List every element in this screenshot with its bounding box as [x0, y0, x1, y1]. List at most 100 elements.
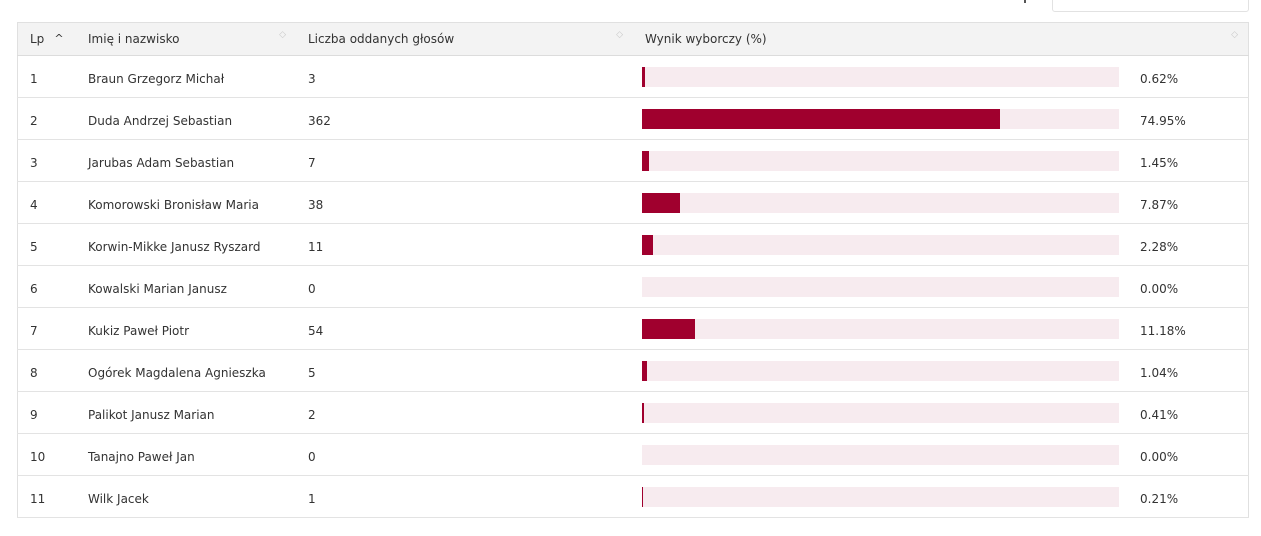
- cell-votes: 5: [296, 349, 633, 392]
- header-label: Liczba oddanych głosów: [308, 32, 455, 46]
- table-row: 11 Wilk Jacek 1 0.21%: [17, 475, 1249, 518]
- result-percent: 2.28%: [1140, 239, 1179, 254]
- cell-result: 0.21%: [633, 475, 1249, 518]
- column-header-result[interactable]: Wynik wyborczy (%) ◇: [633, 22, 1249, 56]
- cell-result: 0.62%: [633, 55, 1249, 98]
- table-row: 10 Tanajno Paweł Jan 0 0.00%: [17, 433, 1249, 476]
- cell-votes: 362: [296, 97, 633, 140]
- result-bar-track: [642, 150, 1119, 171]
- result-bar-track: [642, 318, 1119, 339]
- cell-name: Kukiz Paweł Piotr: [76, 307, 296, 350]
- cell-votes: 1: [296, 475, 633, 518]
- result-percent: 1.04%: [1140, 365, 1179, 380]
- table-row: 9 Palikot Janusz Marian 2 0.41%: [17, 391, 1249, 434]
- cell-result: 2.28%: [633, 223, 1249, 266]
- cell-lp: 7: [17, 307, 76, 350]
- table-row: 6 Kowalski Marian Janusz 0 0.00%: [17, 265, 1249, 308]
- cell-name: Wilk Jacek: [76, 475, 296, 518]
- result-bar-fill: [642, 402, 644, 423]
- result-bar-track: [642, 66, 1119, 87]
- result-bar-fill: [642, 66, 645, 87]
- sort-icon[interactable]: ◇: [279, 30, 286, 40]
- table-header-row: Lp ^ Imię i nazwisko ◇ Liczba oddanych gło…: [17, 22, 1249, 56]
- result-percent: 11.18%: [1140, 323, 1186, 338]
- column-header-name[interactable]: Imię i nazwisko ◇: [76, 22, 296, 56]
- result-bar-fill: [642, 486, 643, 507]
- result-bar-track: [642, 192, 1119, 213]
- result-bar-fill: [642, 360, 647, 381]
- cell-votes: 0: [296, 433, 633, 476]
- result-bar-track: [642, 486, 1119, 507]
- cell-name: Palikot Janusz Marian: [76, 391, 296, 434]
- cell-lp: 6: [17, 265, 76, 308]
- results-table: Lp ^ Imię i nazwisko ◇ Liczba oddanych gło…: [17, 22, 1249, 518]
- cell-lp: 4: [17, 181, 76, 224]
- table-row: 7 Kukiz Paweł Piotr 54 11.18%: [17, 307, 1249, 350]
- cell-lp: 3: [17, 139, 76, 182]
- cell-votes: 7: [296, 139, 633, 182]
- table-row: 2 Duda Andrzej Sebastian 362 74.95%: [17, 97, 1249, 140]
- cell-votes: 54: [296, 307, 633, 350]
- column-header-lp[interactable]: Lp ^: [17, 22, 76, 56]
- cell-result: 74.95%: [633, 97, 1249, 140]
- result-percent: 1.45%: [1140, 155, 1179, 170]
- result-bar-fill: [642, 108, 1000, 129]
- header-label: Imię i nazwisko: [88, 32, 180, 46]
- cell-name: Braun Grzegorz Michał: [76, 55, 296, 98]
- table-row: 1 Braun Grzegorz Michał 3 0.62%: [17, 55, 1249, 98]
- table-row: 3 Jarubas Adam Sebastian 7 1.45%: [17, 139, 1249, 182]
- result-bar-track: [642, 360, 1119, 381]
- cell-lp: 11: [17, 475, 76, 518]
- result-bar-track: [642, 444, 1119, 465]
- result-percent: 74.95%: [1140, 113, 1186, 128]
- cell-name: Kowalski Marian Janusz: [76, 265, 296, 308]
- result-bar-track: [642, 108, 1119, 129]
- sort-ascending-icon[interactable]: ^: [54, 32, 64, 45]
- result-percent: 7.87%: [1140, 197, 1179, 212]
- cell-name: Komorowski Bronisław Maria: [76, 181, 296, 224]
- result-percent: 0.00%: [1140, 449, 1179, 464]
- cell-votes: 2: [296, 391, 633, 434]
- cell-result: 0.41%: [633, 391, 1249, 434]
- result-percent: 0.21%: [1140, 491, 1179, 506]
- header-label: Wynik wyborczy (%): [645, 32, 767, 46]
- result-bar-fill: [642, 150, 649, 171]
- cell-result: 1.45%: [633, 139, 1249, 182]
- result-percent: 0.00%: [1140, 281, 1179, 296]
- cell-votes: 3: [296, 55, 633, 98]
- table-row: 8 Ogórek Magdalena Agnieszka 5 1.04%: [17, 349, 1249, 392]
- result-bar-fill: [642, 318, 696, 339]
- cell-lp: 2: [17, 97, 76, 140]
- column-header-votes[interactable]: Liczba oddanych głosów ◇: [296, 22, 633, 56]
- cell-votes: 0: [296, 265, 633, 308]
- table-row: 4 Komorowski Bronisław Maria 38 7.87%: [17, 181, 1249, 224]
- cell-result: 1.04%: [633, 349, 1249, 392]
- cell-name: Ogórek Magdalena Agnieszka: [76, 349, 296, 392]
- cell-votes: 38: [296, 181, 633, 224]
- cell-lp: 1: [17, 55, 76, 98]
- cell-name: Duda Andrzej Sebastian: [76, 97, 296, 140]
- cell-lp: 9: [17, 391, 76, 434]
- result-bar-track: [642, 234, 1119, 255]
- cell-name: Tanajno Paweł Jan: [76, 433, 296, 476]
- cell-result: 0.00%: [633, 265, 1249, 308]
- result-bar-fill: [642, 234, 653, 255]
- result-percent: 0.41%: [1140, 407, 1179, 422]
- cell-result: 0.00%: [633, 433, 1249, 476]
- cell-lp: 10: [17, 433, 76, 476]
- cell-name: Korwin-Mikke Janusz Ryszard: [76, 223, 296, 266]
- cell-lp: 5: [17, 223, 76, 266]
- search-input[interactable]: [1052, 0, 1249, 12]
- cell-result: 11.18%: [633, 307, 1249, 350]
- cell-votes: 11: [296, 223, 633, 266]
- header-label: Lp: [30, 32, 45, 46]
- table-row: 5 Korwin-Mikke Janusz Ryszard 11 2.28%: [17, 223, 1249, 266]
- sort-icon[interactable]: ◇: [616, 30, 623, 40]
- sort-icon[interactable]: ◇: [1231, 30, 1238, 40]
- result-bar-fill: [642, 192, 680, 213]
- result-bar-track: [642, 276, 1119, 297]
- result-percent: 0.62%: [1140, 71, 1179, 86]
- result-bar-track: [642, 402, 1119, 423]
- cell-result: 7.87%: [633, 181, 1249, 224]
- cell-lp: 8: [17, 349, 76, 392]
